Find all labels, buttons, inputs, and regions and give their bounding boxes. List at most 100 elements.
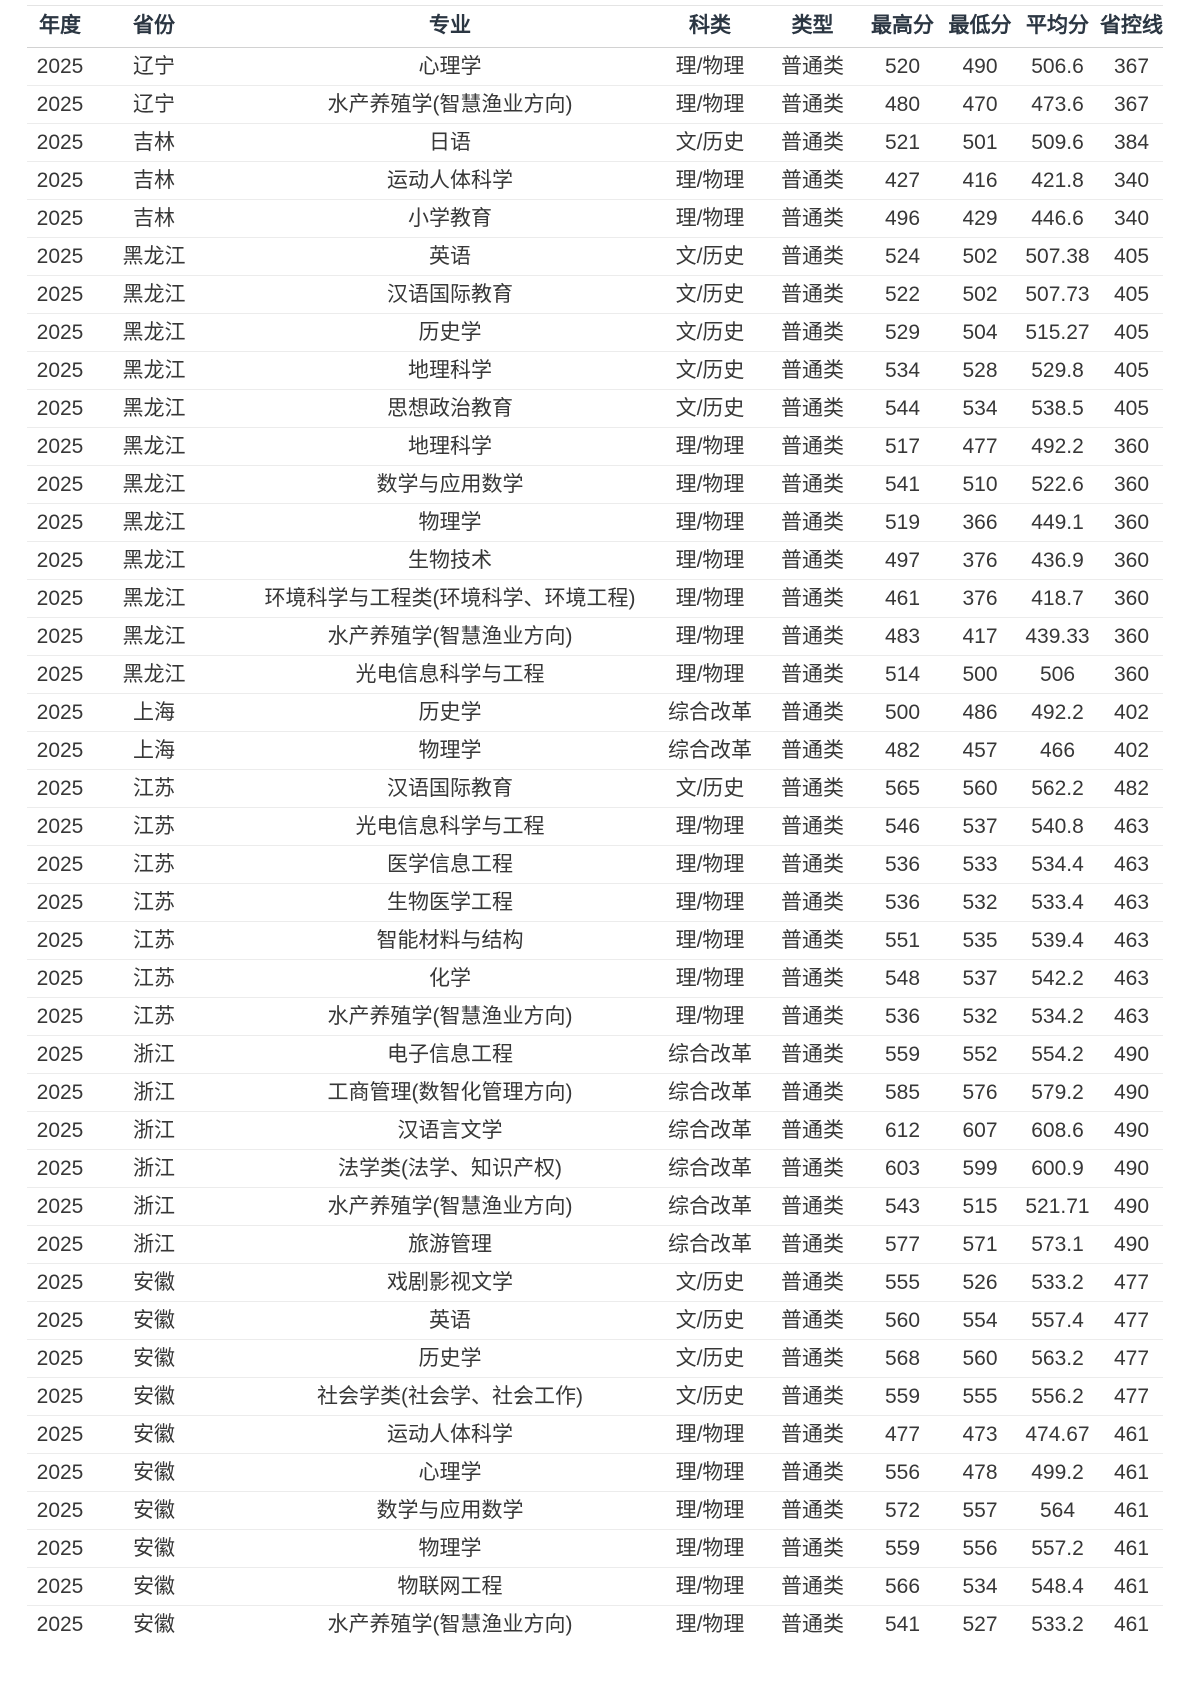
cell-major: 汉语国际教育 xyxy=(387,283,513,307)
column-header-year: 年度 xyxy=(39,14,81,37)
cell-max: 536 xyxy=(884,853,921,877)
table-row: 2025 安徽 物理学 理/物理 普通类 559 556 557.2 461 xyxy=(27,1530,1163,1568)
cell-type: 普通类 xyxy=(781,929,844,953)
table-row: 2025 安徽 水产养殖学(智慧渔业方向) 理/物理 普通类 541 527 533.2 461 xyxy=(27,1606,1163,1644)
cell-type: 普通类 xyxy=(781,1347,844,1371)
table-row: 2025 黑龙江 英语 文/历史 普通类 524 502 507.38 405 xyxy=(27,238,1163,276)
cell-major: 工商管理(数智化管理方向) xyxy=(327,1081,573,1105)
cell-year: 2025 xyxy=(36,245,84,269)
table-row: 2025 安徽 英语 文/历史 普通类 560 554 557.4 477 xyxy=(27,1302,1163,1340)
cell-type: 普通类 xyxy=(781,511,844,535)
cell-category: 理/物理 xyxy=(675,1005,745,1029)
cell-avg: 436.9 xyxy=(1031,549,1084,573)
cell-line: 405 xyxy=(1113,359,1150,383)
cell-line: 360 xyxy=(1113,587,1150,611)
cell-province: 辽宁 xyxy=(133,55,175,79)
cell-category: 理/物理 xyxy=(675,549,745,573)
cell-type: 普通类 xyxy=(781,701,844,725)
cell-year: 2025 xyxy=(36,1385,84,1409)
table-row: 2025 黑龙江 环境科学与工程类(环境科学、环境工程) 理/物理 普通类 461 376 4… xyxy=(27,580,1163,618)
cell-major: 历史学 xyxy=(418,701,482,725)
cell-category: 理/物理 xyxy=(675,511,745,535)
table-row: 2025 黑龙江 地理科学 理/物理 普通类 517 477 492.2 360 xyxy=(27,428,1163,466)
cell-major: 水产养殖学(智慧渔业方向) xyxy=(327,625,573,649)
table-row: 2025 黑龙江 汉语国际教育 文/历史 普通类 522 502 507.73 405 xyxy=(27,276,1163,314)
cell-type: 普通类 xyxy=(781,663,844,687)
table-row: 2025 黑龙江 水产养殖学(智慧渔业方向) 理/物理 普通类 483 417 439.33 3… xyxy=(27,618,1163,656)
table-row: 2025 安徽 戏剧影视文学 文/历史 普通类 555 526 533.2 477 xyxy=(27,1264,1163,1302)
cell-max: 427 xyxy=(884,169,921,193)
cell-max: 524 xyxy=(884,245,921,269)
cell-province: 安徽 xyxy=(133,1461,175,1485)
cell-year: 2025 xyxy=(36,815,84,839)
table-row: 2025 安徽 心理学 理/物理 普通类 556 478 499.2 461 xyxy=(27,1454,1163,1492)
cell-type: 普通类 xyxy=(781,1385,844,1409)
cell-year: 2025 xyxy=(36,131,84,155)
cell-type: 普通类 xyxy=(781,435,844,459)
cell-year: 2025 xyxy=(36,1233,84,1257)
table-row: 2025 浙江 水产养殖学(智慧渔业方向) 综合改革 普通类 543 515 521.71 49… xyxy=(27,1188,1163,1226)
cell-category: 综合改革 xyxy=(668,701,752,725)
cell-major: 光电信息科学与工程 xyxy=(355,815,545,839)
cell-province: 安徽 xyxy=(133,1423,175,1447)
cell-max: 541 xyxy=(884,473,921,497)
cell-max: 536 xyxy=(884,891,921,915)
cell-line: 477 xyxy=(1113,1385,1150,1409)
cell-major: 日语 xyxy=(429,131,471,155)
cell-year: 2025 xyxy=(36,739,84,763)
cell-category: 文/历史 xyxy=(675,283,745,307)
cell-type: 普通类 xyxy=(781,1499,844,1523)
cell-year: 2025 xyxy=(36,1347,84,1371)
cell-max: 585 xyxy=(884,1081,921,1105)
cell-year: 2025 xyxy=(36,359,84,383)
cell-line: 402 xyxy=(1113,739,1150,763)
cell-category: 文/历史 xyxy=(675,397,745,421)
table-row: 2025 安徽 数学与应用数学 理/物理 普通类 572 557 564 461 xyxy=(27,1492,1163,1530)
cell-major: 水产养殖学(智慧渔业方向) xyxy=(327,1613,573,1637)
cell-line: 463 xyxy=(1113,891,1150,915)
cell-year: 2025 xyxy=(36,473,84,497)
cell-min: 473 xyxy=(962,1423,998,1447)
cell-min: 607 xyxy=(962,1119,998,1143)
cell-avg: 534.2 xyxy=(1031,1005,1084,1029)
cell-province: 浙江 xyxy=(133,1233,175,1257)
cell-province: 江苏 xyxy=(133,815,175,839)
cell-min: 576 xyxy=(962,1081,998,1105)
column-header-line: 省控线 xyxy=(1100,14,1163,37)
cell-type: 普通类 xyxy=(781,1613,844,1637)
cell-line: 477 xyxy=(1113,1271,1150,1295)
cell-province: 浙江 xyxy=(133,1081,175,1105)
table-row: 2025 黑龙江 思想政治教育 文/历史 普通类 544 534 538.5 405 xyxy=(27,390,1163,428)
cell-year: 2025 xyxy=(36,663,84,687)
cell-major: 环境科学与工程类(环境科学、环境工程) xyxy=(264,587,636,611)
cell-avg: 507.73 xyxy=(1025,283,1090,307)
table-row: 2025 安徽 物联网工程 理/物理 普通类 566 534 548.4 461 xyxy=(27,1568,1163,1606)
table-row: 2025 江苏 生物医学工程 理/物理 普通类 536 532 533.4 463 xyxy=(27,884,1163,922)
cell-max: 565 xyxy=(884,777,921,801)
table-row: 2025 江苏 智能材料与结构 理/物理 普通类 551 535 539.4 463 xyxy=(27,922,1163,960)
table-row: 2025 浙江 旅游管理 综合改革 普通类 577 571 573.1 490 xyxy=(27,1226,1163,1264)
cell-type: 普通类 xyxy=(781,1119,844,1143)
cell-line: 461 xyxy=(1113,1461,1150,1485)
cell-min: 416 xyxy=(962,169,998,193)
cell-type: 普通类 xyxy=(781,207,844,231)
cell-min: 532 xyxy=(962,1005,998,1029)
column-header-avg: 平均分 xyxy=(1026,14,1089,37)
cell-line: 360 xyxy=(1113,511,1150,535)
cell-line: 405 xyxy=(1113,321,1150,345)
cell-avg: 522.6 xyxy=(1031,473,1084,497)
cell-province: 安徽 xyxy=(133,1499,175,1523)
cell-major: 数学与应用数学 xyxy=(376,473,524,497)
column-header-max: 最高分 xyxy=(871,14,934,37)
cell-year: 2025 xyxy=(36,1461,84,1485)
cell-avg: 492.2 xyxy=(1031,435,1084,459)
cell-min: 510 xyxy=(962,473,998,497)
cell-min: 490 xyxy=(962,55,998,79)
cell-max: 517 xyxy=(884,435,921,459)
cell-max: 559 xyxy=(884,1043,921,1067)
cell-year: 2025 xyxy=(36,1613,84,1637)
cell-category: 理/物理 xyxy=(675,967,745,991)
cell-category: 文/历史 xyxy=(675,131,745,155)
cell-avg: 538.5 xyxy=(1031,397,1084,421)
cell-province: 吉林 xyxy=(133,169,175,193)
